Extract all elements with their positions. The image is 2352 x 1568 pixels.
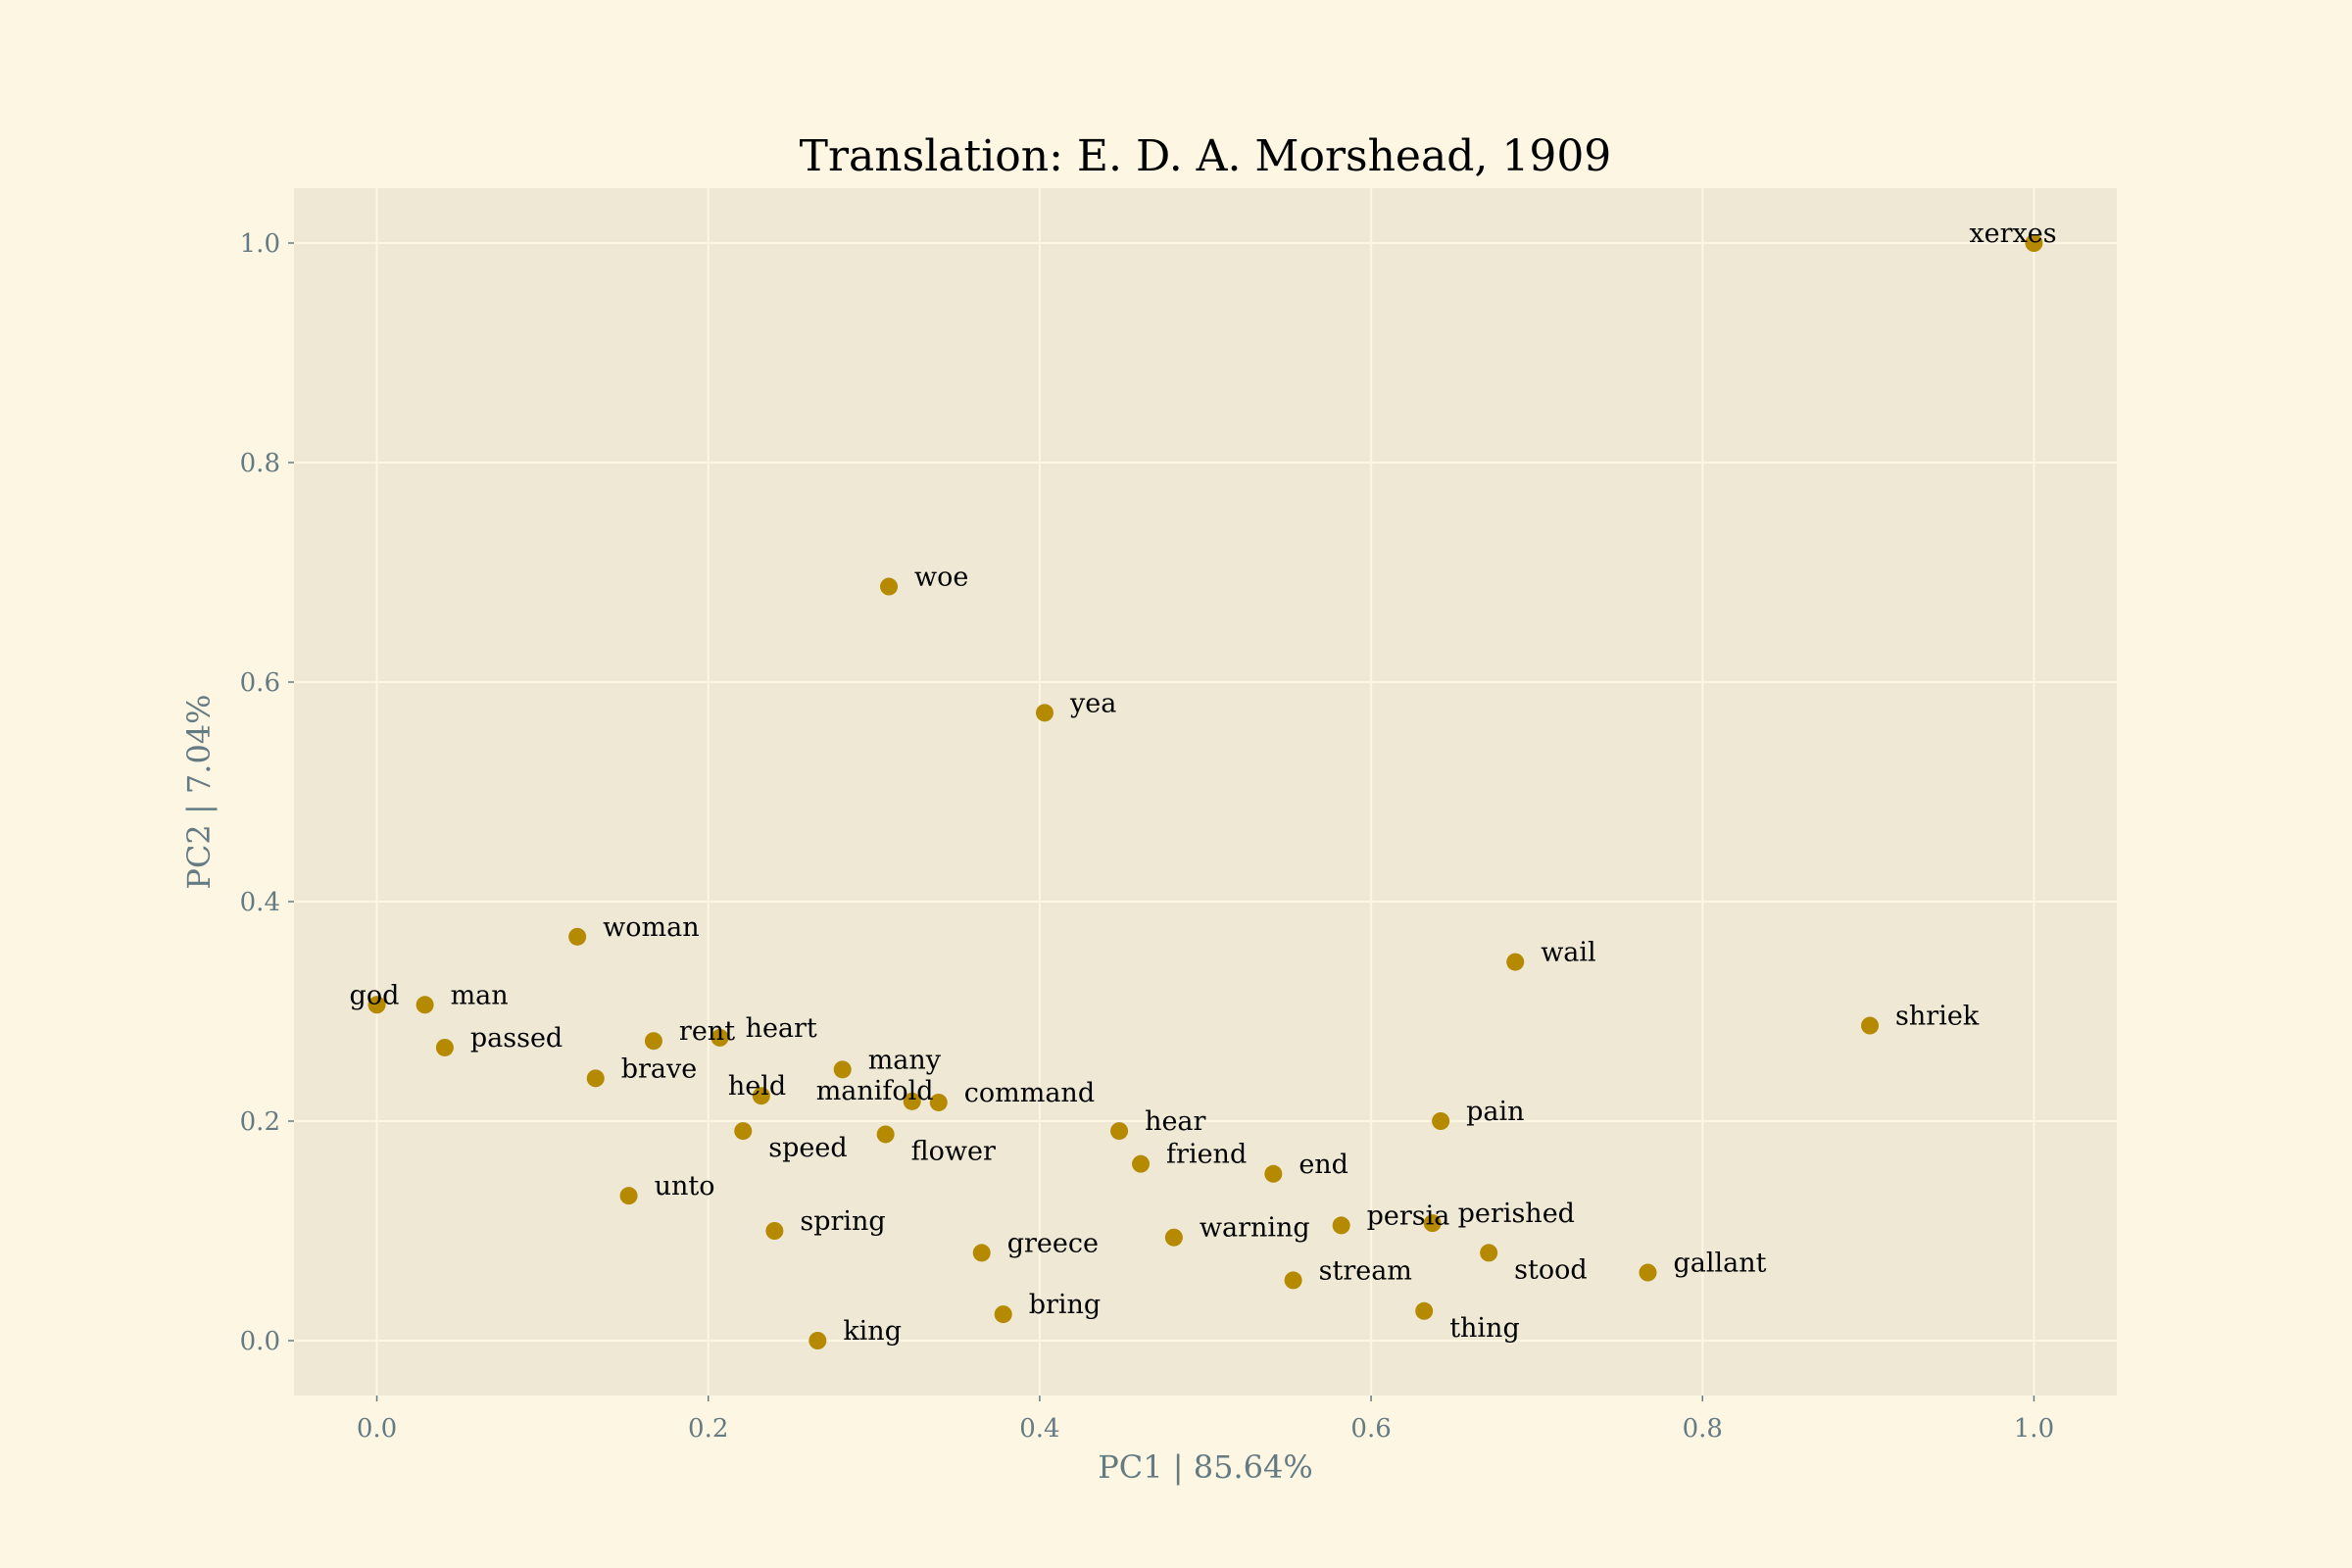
point-man (416, 996, 434, 1014)
point-speed (734, 1122, 753, 1141)
point-yea (1035, 704, 1054, 722)
point-label-greece: greece (1007, 1228, 1099, 1258)
point-label-yea: yea (1069, 688, 1116, 718)
point-label-shriek: shriek (1895, 1002, 1980, 1032)
point-persia (1332, 1216, 1350, 1235)
point-label-held: held (728, 1071, 786, 1102)
point-rent (644, 1032, 662, 1051)
point-thing (1415, 1301, 1434, 1320)
point-label-thing: thing (1449, 1313, 1520, 1344)
x-tick-label: 0.2 (688, 1414, 728, 1444)
x-tick-label: 0.6 (1350, 1414, 1391, 1444)
point-perished (1423, 1214, 1442, 1233)
y-tick-label: 0.6 (240, 668, 280, 698)
point-end (1264, 1164, 1283, 1183)
point-heart (710, 1028, 729, 1047)
y-tick-label: 1.0 (240, 229, 280, 259)
point-manifold (903, 1092, 921, 1110)
point-label-many: many (868, 1045, 942, 1075)
x-tick-label: 0.8 (1683, 1414, 1723, 1444)
x-tick-label: 1.0 (2014, 1414, 2054, 1444)
y-tick-label: 0.8 (240, 449, 280, 478)
point-label-hear: hear (1145, 1106, 1205, 1137)
point-spring (765, 1222, 784, 1240)
point-flower (876, 1125, 895, 1144)
point-label-end: end (1298, 1150, 1348, 1180)
point-label-spring: spring (800, 1206, 885, 1237)
point-label-brave: brave (621, 1054, 698, 1084)
point-label-stood: stood (1514, 1254, 1588, 1285)
point-labels: xerxes woe yea woman wail god man shriek passed r… (350, 219, 2057, 1347)
point-label-flower: flower (911, 1136, 996, 1166)
point-label-persia: persia (1367, 1200, 1450, 1231)
point-label-unto: unto (655, 1171, 715, 1201)
point-gallant (1639, 1263, 1657, 1282)
point-greece (972, 1244, 991, 1262)
point-passed (435, 1038, 454, 1056)
point-label-god: god (350, 980, 400, 1010)
x-tick-label: 0.0 (357, 1414, 397, 1444)
point-label-stream: stream (1319, 1255, 1412, 1286)
point-label-woman: woman (603, 912, 699, 943)
point-stood (1480, 1244, 1498, 1262)
point-unto (619, 1187, 638, 1205)
y-tick-label: 0.4 (240, 888, 280, 917)
point-bring (994, 1305, 1012, 1324)
point-xerxes (2025, 234, 2043, 252)
point-label-friend: friend (1166, 1140, 1247, 1170)
point-label-manifold: manifold (816, 1076, 934, 1106)
point-pain (1432, 1112, 1450, 1130)
point-held (752, 1087, 770, 1105)
point-label-speed: speed (768, 1133, 847, 1163)
point-label-command: command (964, 1078, 1095, 1108)
point-king (808, 1332, 827, 1349)
y-axis-label: PC2 | 7.04% (180, 694, 218, 889)
point-label-gallant: gallant (1673, 1249, 1766, 1279)
point-god (368, 996, 386, 1014)
point-brave (586, 1069, 605, 1088)
tick-labels: 0.0 0.2 0.4 0.6 0.8 1.0 0.0 0.2 0.4 0.6 0.8 1.0 (240, 229, 2054, 1444)
grid-lines (294, 188, 2117, 1396)
y-tick-label: 0.2 (240, 1107, 280, 1137)
point-many (833, 1060, 852, 1079)
plot-area (294, 188, 2117, 1396)
point-woe (880, 577, 899, 596)
point-shriek (1861, 1016, 1880, 1035)
x-tick-label: 0.4 (1019, 1414, 1059, 1444)
point-label-perished: perished (1458, 1199, 1575, 1229)
point-stream (1284, 1271, 1302, 1290)
point-label-passed: passed (470, 1023, 563, 1054)
point-label-man: man (451, 980, 509, 1010)
scatter-points (368, 234, 2043, 1349)
point-label-rent: rent (679, 1016, 735, 1047)
point-wail (1506, 953, 1525, 971)
chart-title: Translation: E. D. A. Morshead, 1909 (800, 131, 1612, 181)
point-label-king: king (843, 1316, 902, 1347)
point-warning (1164, 1228, 1183, 1247)
point-hear (1110, 1122, 1129, 1141)
point-label-xerxes: xerxes (1969, 219, 2056, 249)
point-command (929, 1093, 948, 1111)
point-friend (1132, 1154, 1151, 1173)
point-label-pain: pain (1466, 1097, 1524, 1127)
x-axis-label: PC1 | 85.64% (1098, 1448, 1313, 1486)
point-label-woe: woe (914, 563, 968, 593)
point-label-wail: wail (1541, 938, 1595, 968)
point-label-heart: heart (746, 1013, 817, 1044)
point-woman (568, 927, 587, 946)
y-tick-label: 0.0 (240, 1327, 280, 1356)
point-label-warning: warning (1200, 1213, 1310, 1244)
point-label-bring: bring (1029, 1290, 1102, 1320)
